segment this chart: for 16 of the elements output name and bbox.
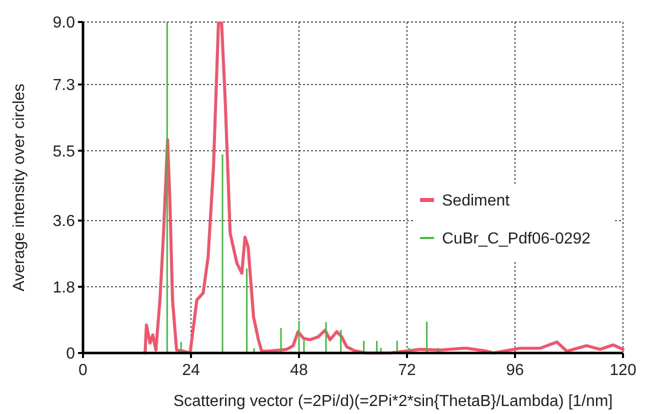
y-axis-title: Average intensity over circles — [11, 84, 28, 292]
y-tick-label: 3.6 — [52, 213, 76, 230]
x-axis-title: Scattering vector (=2Pi/d)(=2Pi*2*sin{ThetaB}/Lambda) [1/nm] — [173, 393, 613, 410]
y-tick-label: 1.8 — [52, 279, 76, 296]
x-tick-label: 72 — [398, 362, 416, 379]
y-tick-label: 0 — [66, 346, 76, 363]
x-tick-label: 96 — [506, 362, 524, 379]
legend-label: CuBr_C_Pdf06-0292 — [442, 230, 591, 248]
y-tick-label: 5.5 — [52, 143, 76, 160]
x-tick-label: 120 — [610, 362, 636, 379]
x-tick-label: 48 — [290, 362, 308, 379]
y-tick-label: 7.3 — [52, 77, 76, 94]
y-tick-label: 9.0 — [52, 14, 76, 32]
x-tick-label: 0 — [78, 362, 88, 379]
legend-label: Sediment — [442, 192, 510, 210]
x-tick-label: 24 — [182, 362, 200, 379]
